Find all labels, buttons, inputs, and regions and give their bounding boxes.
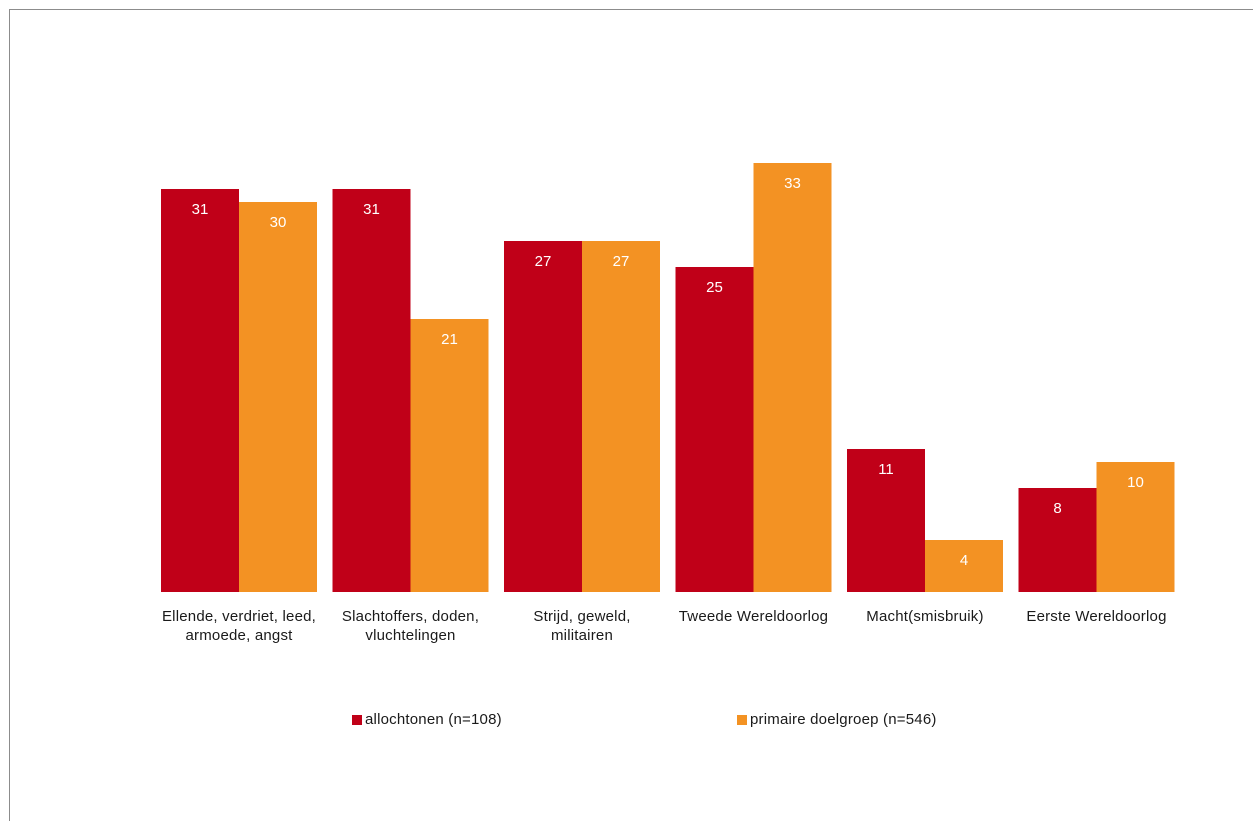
legend-item-primaire-doelgroep: primaire doelgroep (n=546): [737, 711, 937, 728]
category-label-4: Macht(smisbruik): [866, 608, 984, 625]
bar-primaire-doelgroep-4: [925, 540, 1003, 592]
bar-primaire-doelgroep-3: [753, 163, 832, 592]
bar-allochtonen-0: [161, 189, 239, 592]
legend-item-allochtonen: allochtonen (n=108): [352, 711, 502, 728]
bar-primaire-doelgroep-1: [410, 319, 489, 592]
bar-primaire-doelgroep-2: [582, 241, 660, 592]
bar-allochtonen-2: [504, 241, 582, 592]
bar-primaire-doelgroep-0: [239, 202, 317, 592]
bar-allochtonen-1: [332, 189, 411, 592]
data-label-primaire-doelgroep-1: 21: [441, 331, 458, 348]
bar-allochtonen-5: [1018, 488, 1097, 592]
category-label-0: Ellende, verdriet, leed, armoede, angst: [161, 608, 317, 644]
category-label-1: Slachtoffers, doden, vluchtelingen: [341, 608, 480, 644]
legend: allochtonen (n=108) primaire doelgroep (…: [0, 711, 1253, 731]
legend-swatch-primaire-doelgroep: [737, 714, 747, 725]
data-label-allochtonen-1: 31: [363, 201, 380, 218]
category-label-3: Tweede Wereldoorlog: [678, 608, 829, 625]
legend-label-primaire-doelgroep: primaire doelgroep (n=546): [750, 711, 937, 728]
data-label-primaire-doelgroep-4: 4: [960, 552, 968, 569]
legend-label-allochtonen: allochtonen (n=108): [365, 711, 502, 728]
bar-allochtonen-3: [675, 267, 754, 592]
legend-swatch-allochtonen: [352, 714, 362, 725]
data-label-primaire-doelgroep-0: 30: [270, 214, 287, 231]
data-label-primaire-doelgroep-2: 27: [613, 253, 630, 270]
category-label-2: Strijd, geweld, militairen: [533, 608, 631, 644]
data-label-allochtonen-5: 8: [1053, 500, 1061, 517]
bar-primaire-doelgroep-5: [1096, 462, 1175, 592]
bar-allochtonen-4: [847, 449, 925, 592]
data-label-allochtonen-4: 11: [878, 461, 894, 478]
data-label-allochtonen-0: 31: [192, 201, 209, 218]
data-label-primaire-doelgroep-5: 10: [1127, 474, 1144, 491]
data-label-allochtonen-3: 25: [706, 279, 723, 296]
category-label-5: Eerste Wereldoorlog: [1026, 608, 1167, 625]
data-label-allochtonen-2: 27: [535, 253, 552, 270]
data-label-primaire-doelgroep-3: 33: [784, 175, 801, 192]
chart-frame: [9, 9, 1253, 821]
